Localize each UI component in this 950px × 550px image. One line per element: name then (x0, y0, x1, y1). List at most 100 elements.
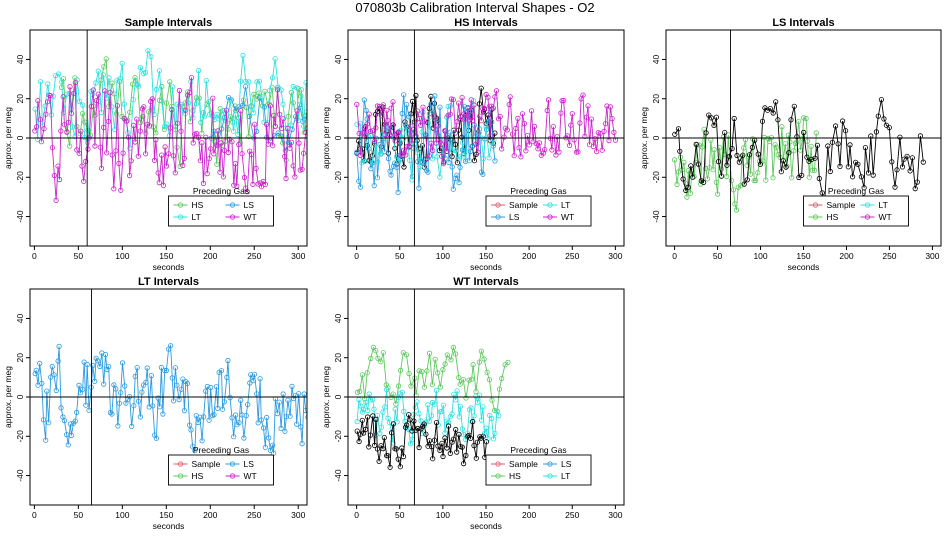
data-point-ls (44, 388, 50, 394)
data-point-wt (378, 113, 384, 119)
data-point-hs (813, 130, 819, 136)
data-point-wt (146, 123, 153, 129)
data-point-sample (715, 159, 722, 165)
x-tick-label: 250 (882, 251, 896, 261)
data-point-ls (101, 381, 107, 387)
data-point-sample (423, 431, 429, 437)
data-point-hs (763, 177, 769, 183)
legend-entry-hs: HS (827, 212, 839, 222)
data-point-hs (163, 100, 170, 106)
legend-entry-lt: LT (561, 200, 570, 210)
data-point-lt (365, 407, 371, 414)
data-point-wt (396, 129, 402, 135)
data-point-hs (437, 384, 443, 390)
data-point-hs (747, 171, 754, 177)
data-point-ls (467, 148, 474, 155)
data-point-lt (267, 88, 273, 94)
data-point-wt (516, 145, 522, 151)
data-point-hs (140, 113, 146, 120)
data-point-wt (38, 139, 45, 145)
data-point-wt (53, 197, 59, 203)
data-point-lt (359, 409, 366, 415)
data-point-wt (592, 136, 598, 142)
data-point-ls (416, 185, 422, 191)
data-point-ls (218, 368, 225, 374)
x-tick-label: 50 (713, 251, 723, 261)
data-point-sample (399, 445, 405, 451)
legend-swatch-point (864, 214, 871, 220)
data-point-wt (141, 104, 147, 110)
data-point-wt (531, 123, 538, 130)
data-point-lt (45, 81, 51, 87)
data-point-hs (177, 163, 183, 170)
data-point-sample (478, 85, 484, 91)
data-point-sample (847, 142, 853, 148)
data-point-wt (384, 107, 390, 113)
data-point-sample (374, 446, 380, 452)
data-point-sample (731, 115, 737, 122)
data-point-wt (357, 152, 363, 159)
legend-entry-hs: HS (509, 471, 521, 481)
data-point-ls (192, 448, 198, 454)
data-point-sample (370, 413, 376, 419)
data-point-ls (190, 444, 196, 450)
data-point-wt (588, 116, 595, 122)
data-point-wt (430, 148, 436, 154)
series-line-ls (34, 344, 307, 454)
legend-entry-sample: Sample (509, 200, 538, 210)
data-point-sample (474, 439, 480, 445)
data-point-ls (225, 357, 231, 364)
legend-entry-lt: LT (192, 212, 201, 222)
data-point-ls (432, 93, 438, 99)
data-point-sample (455, 127, 462, 133)
data-point-wt (550, 124, 556, 130)
data-point-hs (92, 112, 98, 118)
data-point-hs (103, 56, 109, 62)
x-axis-label: seconds (153, 262, 185, 272)
y-tick-label: 0 (651, 135, 661, 140)
data-point-hs (159, 83, 165, 90)
data-point-ls (181, 407, 187, 414)
legend-title: Preceding Gas (193, 186, 249, 196)
data-point-wt (153, 137, 159, 143)
data-point-ls (275, 130, 281, 136)
data-point-ls (215, 143, 221, 149)
data-point-sample (791, 103, 797, 109)
x-tick-label: 250 (247, 510, 261, 520)
data-point-hs (674, 181, 680, 188)
data-point-ls (172, 365, 178, 371)
data-point-lt (416, 410, 422, 417)
data-point-hs (773, 144, 779, 150)
data-point-wt (528, 108, 535, 114)
data-point-wt (452, 130, 459, 136)
data-point-hs (806, 174, 812, 180)
data-point-hs (718, 166, 725, 172)
data-point-lt (114, 77, 120, 83)
data-point-lt (468, 405, 474, 411)
x-tick-label: 200 (522, 510, 536, 520)
data-point-wt (149, 96, 155, 102)
data-point-hs (770, 175, 776, 181)
data-point-sample (480, 433, 486, 439)
x-tick-label: 100 (436, 251, 450, 261)
data-point-wt (102, 88, 108, 94)
data-point-wt (128, 158, 134, 164)
data-point-hs (742, 137, 749, 143)
data-point-sample (439, 440, 445, 446)
data-point-sample (749, 144, 756, 150)
data-point-sample (837, 163, 843, 169)
data-point-wt (217, 169, 223, 175)
data-point-hs (370, 344, 376, 350)
data-point-ls (132, 373, 138, 379)
data-point-wt (97, 144, 103, 150)
data-point-lt (440, 402, 446, 408)
data-point-ls (174, 382, 180, 388)
data-point-ls (109, 411, 115, 417)
panel-title: LT Intervals (138, 276, 199, 288)
data-point-ls (90, 362, 96, 368)
data-point-hs (285, 113, 291, 119)
data-point-wt (218, 140, 224, 146)
x-tick-label: 300 (925, 251, 939, 261)
data-point-lt (294, 85, 300, 91)
data-point-sample (773, 99, 779, 105)
